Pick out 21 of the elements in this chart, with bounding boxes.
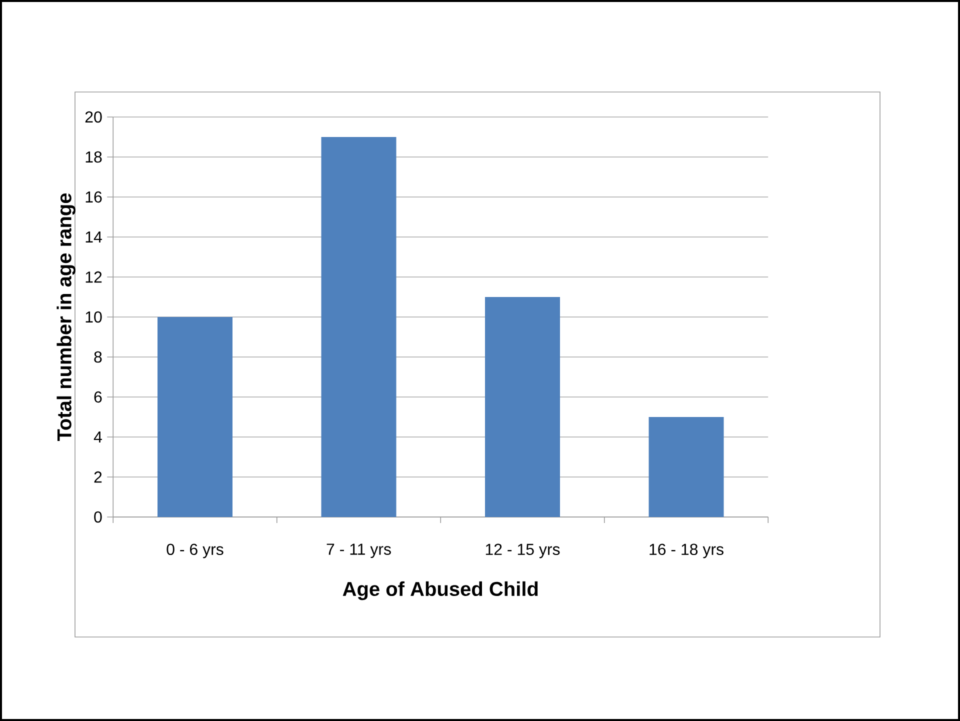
x-axis-title: Age of Abused Child (342, 581, 538, 600)
x-tick-label: 0 - 6 yrs (166, 544, 224, 558)
y-tick-label: 12 (86, 271, 102, 283)
bar (485, 296, 560, 517)
y-axis-title: Total number in age range (56, 193, 76, 442)
x-tick-label: 12 - 15 yrs (486, 544, 560, 558)
bar (158, 316, 233, 517)
y-tick-label: 14 (86, 232, 102, 242)
y-tick-label: 4 (94, 432, 102, 442)
x-tick-label: 16 - 18 yrs (650, 544, 724, 558)
y-tick-label: 2 (94, 471, 102, 483)
y-tick-label: 0 (94, 511, 102, 523)
y-tick-label: 16 (86, 191, 102, 203)
bar (648, 416, 724, 517)
y-tick-label: 8 (94, 351, 102, 363)
bar (321, 136, 396, 517)
y-tick-label: 18 (86, 151, 102, 163)
y-tick-label: 20 (85, 111, 102, 123)
y-tick-label: 10 (86, 311, 102, 323)
x-tick-label: 7 - 11 yrs (326, 544, 391, 558)
y-tick-label: 6 (94, 391, 102, 403)
